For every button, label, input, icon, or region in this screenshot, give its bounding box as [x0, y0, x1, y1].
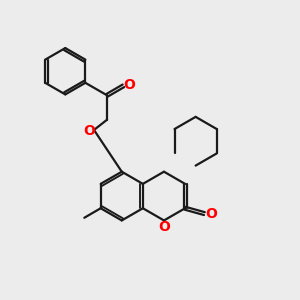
Text: O: O: [158, 220, 170, 234]
Text: O: O: [205, 207, 217, 221]
Text: O: O: [83, 124, 95, 138]
Text: O: O: [124, 78, 136, 92]
